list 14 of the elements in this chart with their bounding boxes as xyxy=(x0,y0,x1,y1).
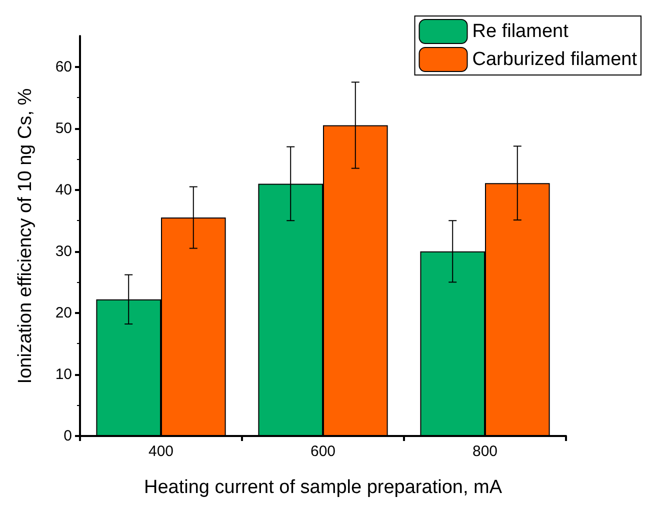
y-tick-label: 50 xyxy=(55,120,72,137)
y-tick-label: 0 xyxy=(64,428,72,444)
y-tick-label: 30 xyxy=(55,242,72,260)
legend-label: Carburized filament xyxy=(472,49,638,70)
x-axis-title: Heating current of sample preparation, mA xyxy=(144,477,502,498)
y-axis-title: Ionization efficiency of 10 ng Cs, % xyxy=(15,88,36,384)
y-tick-label: 60 xyxy=(55,58,72,76)
y-tick-label: 40 xyxy=(55,181,72,198)
y-tick-label: 10 xyxy=(55,366,72,383)
x-tick-label: 800 xyxy=(472,443,498,460)
x-tick-label: 600 xyxy=(310,443,336,460)
y-tick-label: 20 xyxy=(55,304,72,322)
x-tick-label: 400 xyxy=(148,443,174,460)
legend-label: Re filament xyxy=(472,21,570,42)
